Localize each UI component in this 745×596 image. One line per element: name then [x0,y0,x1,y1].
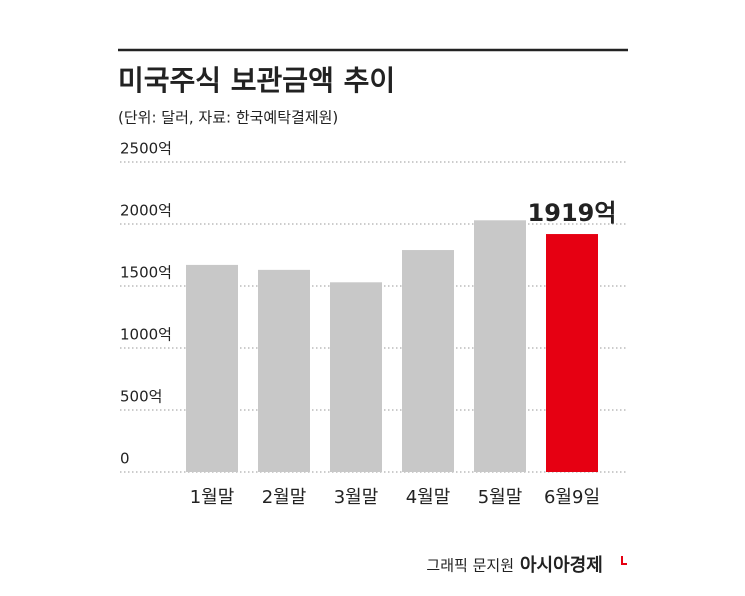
x-tick-label: 4월말 [406,487,451,508]
credit: 그래픽 문지원 [426,557,514,575]
x-tick-label: 6월9일 [544,487,600,508]
x-tick-label: 1월말 [190,487,235,508]
bar [474,220,526,472]
y-tick-label: 2000억 [120,202,172,220]
x-tick-label: 2월말 [262,487,307,508]
chart-subtitle: (단위: 달러, 자료: 한국예탁결제원) [118,109,338,127]
logo: 아시아경제 [520,555,603,576]
value-label: 1919억 [528,199,617,227]
x-tick-label: 5월말 [478,487,523,508]
logo-mark [621,556,627,565]
y-tick-label: 1000억 [120,326,172,344]
chart-title: 미국주식 보관금액 추이 [118,64,395,97]
bar [402,250,454,472]
bar [258,269,310,472]
bar [546,234,598,472]
y-tick-label: 500억 [120,388,162,406]
bar [330,282,382,472]
x-tick-label: 3월말 [334,487,379,508]
y-tick-label: 1500억 [120,264,172,282]
bar [186,264,238,472]
y-tick-label: 0 [120,450,130,468]
y-tick-label: 2500억 [120,140,172,158]
